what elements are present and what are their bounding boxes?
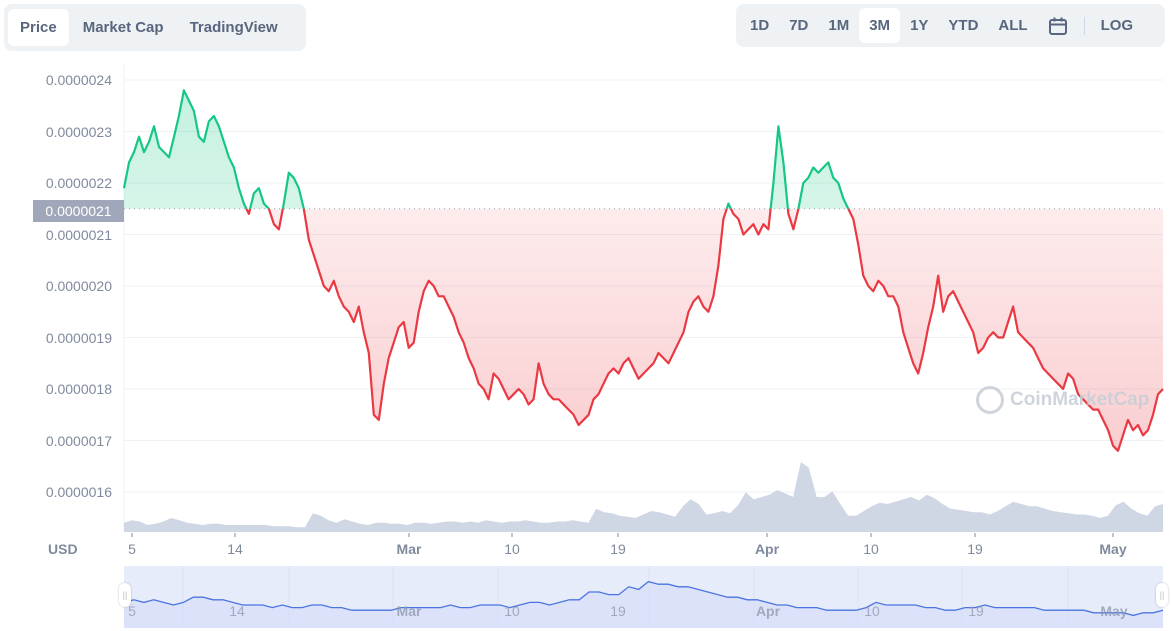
coinmarketcap-watermark: CoinMarketCap [976, 386, 1149, 414]
time-range-selector: 1D 7D 1M 3M 1Y YTD ALL LOG [736, 4, 1165, 47]
navigator-tick: Apr [755, 603, 781, 619]
y-tick: 0.0000016 [45, 484, 112, 500]
navigator-tick: 5 [128, 603, 136, 619]
x-tick: 10 [863, 541, 879, 557]
y-tick: 0.0000023 [45, 124, 112, 140]
tab-price[interactable]: Price [8, 9, 69, 46]
navigator-tick: Mar [396, 603, 422, 619]
range-1y[interactable]: 1Y [910, 17, 929, 34]
navigator-left-handle[interactable]: || [119, 583, 131, 607]
divider [1083, 16, 1085, 35]
coinmarketcap-logo-icon [976, 386, 1004, 414]
y-tick: 0.0000018 [45, 381, 112, 397]
tab-market-cap[interactable]: Market Cap [82, 19, 164, 36]
chart-type-tabs: Price Market Cap TradingView [4, 4, 306, 51]
current-price-tag: 0.0000021 [33, 200, 124, 222]
y-tick: 0.0000024 [45, 72, 112, 88]
y-tick: 0.0000022 [45, 175, 112, 191]
range-7d[interactable]: 7D [789, 17, 809, 34]
range-1d[interactable]: 1D [750, 17, 770, 34]
calendar-button[interactable] [1038, 8, 1078, 43]
y-tick: 0.0000019 [45, 330, 112, 346]
navigator-tick: 19 [610, 603, 626, 619]
x-tick: Mar [396, 541, 422, 557]
currency-label: USD [48, 541, 78, 557]
x-tick: 10 [504, 541, 520, 557]
x-tick: 19 [610, 541, 626, 557]
navigator-tick: 10 [864, 603, 880, 619]
log-scale-toggle[interactable]: LOG [1100, 17, 1134, 34]
calendar-icon [1048, 17, 1067, 35]
x-tick: 19 [967, 541, 983, 557]
range-1m[interactable]: 1M [828, 17, 850, 34]
x-tick: 5 [128, 541, 136, 557]
range-all[interactable]: ALL [998, 17, 1028, 34]
range-ytd[interactable]: YTD [948, 17, 979, 34]
y-tick: 0.0000017 [45, 433, 112, 449]
navigator-tick: 14 [229, 603, 245, 619]
y-tick: 0.0000020 [45, 278, 112, 294]
x-tick: Apr [754, 541, 780, 557]
tab-tradingview[interactable]: TradingView [189, 19, 278, 36]
x-tick: May [1099, 541, 1127, 557]
navigator-tick: 10 [504, 603, 520, 619]
y-tick: 0.0000021 [45, 227, 112, 243]
x-tick: 14 [227, 541, 243, 557]
navigator-tick: 19 [968, 603, 984, 619]
range-3m[interactable]: 3M [859, 8, 901, 43]
navigator-tick: May [1100, 603, 1128, 619]
navigator-right-handle[interactable]: || [1156, 583, 1168, 607]
